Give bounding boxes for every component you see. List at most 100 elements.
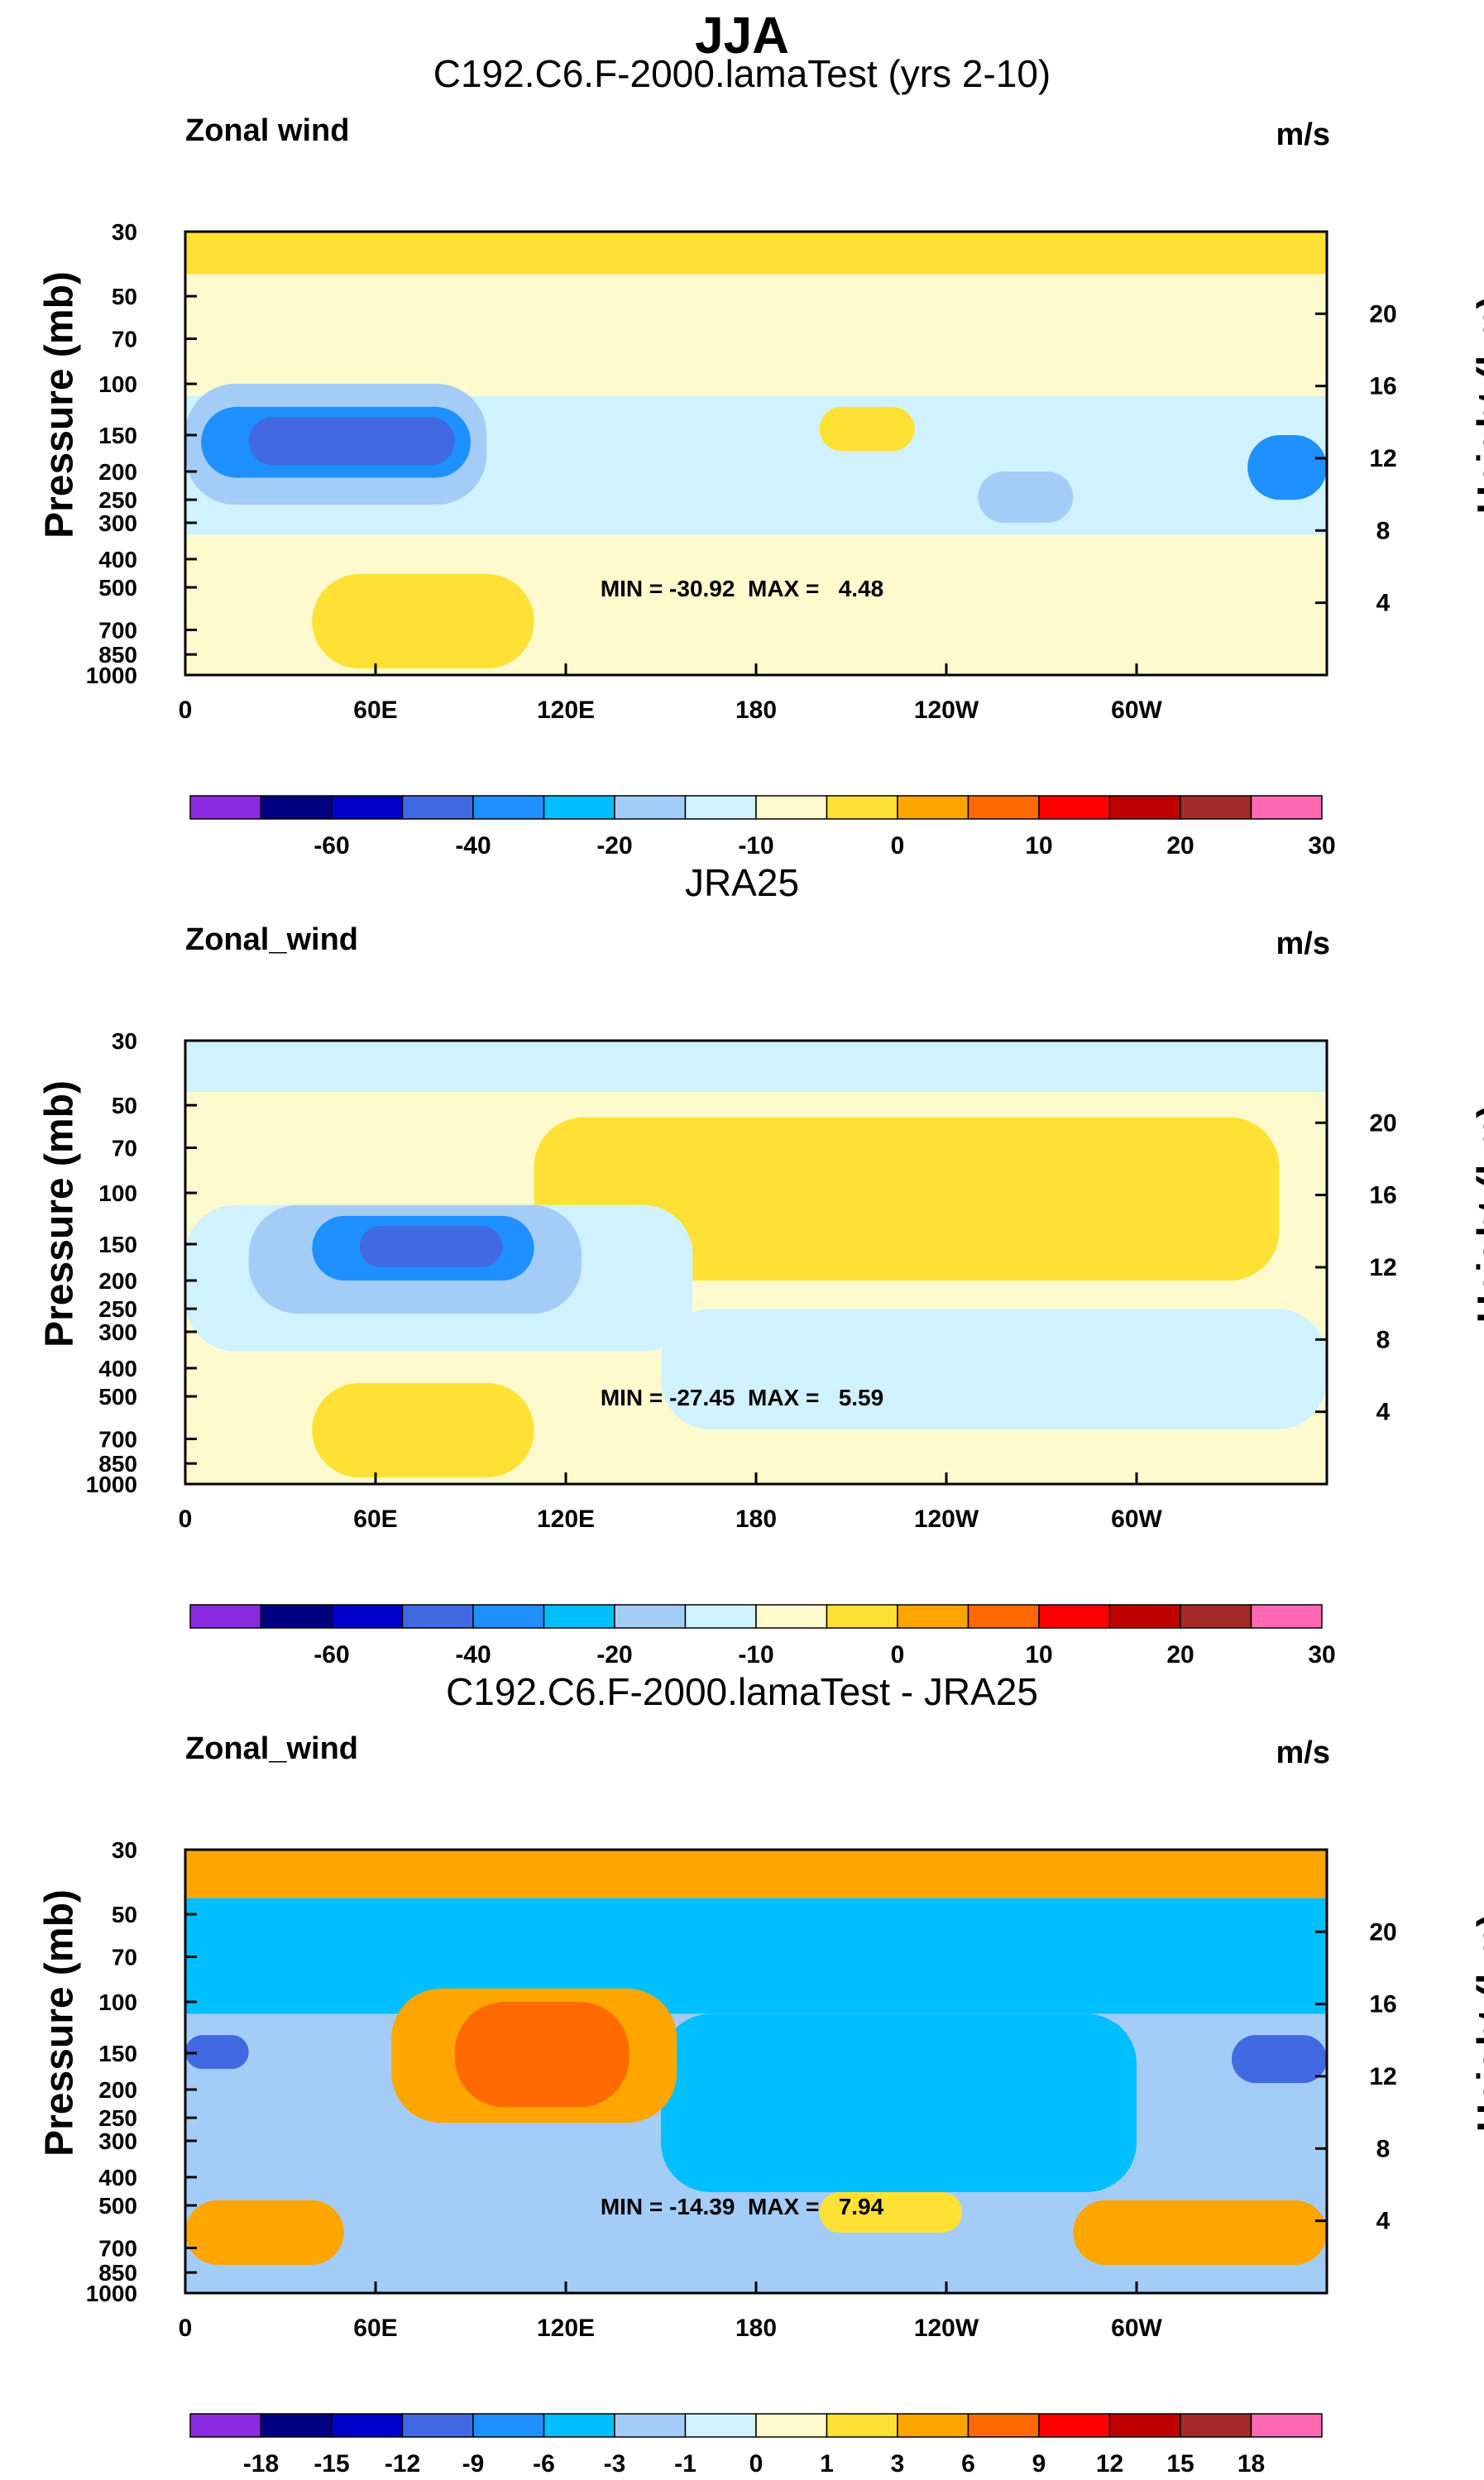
min-max-text: MIN = -30.92 MAX = 4.48 [0, 576, 1484, 602]
colorbar-box [686, 796, 757, 819]
y-tick-label: 100 [98, 371, 137, 397]
y-tick-label: 300 [98, 510, 137, 536]
y-tick-label: 50 [112, 1902, 137, 1927]
colorbar-label: -40 [455, 832, 491, 859]
colorbar-box [827, 2414, 898, 2437]
colorbar-label: -15 [314, 2450, 349, 2478]
colorbar-box [686, 2414, 757, 2437]
y-axis-title-pressure: Pressure (mb) [37, 240, 83, 571]
x-tick-label: 120W [914, 2315, 979, 2342]
contour-region [185, 274, 1327, 395]
y-tick-label: 250 [98, 487, 137, 513]
y-tick-label: 400 [98, 547, 137, 572]
y-tick-label: 30 [112, 219, 137, 245]
y-tick-label: 200 [98, 459, 137, 485]
contour-region [249, 417, 455, 465]
panel-difference: C192.C6.F-2000.lamaTest - JRA25 Zonal_wi… [0, 1669, 1484, 2480]
contour-region [360, 1226, 503, 1267]
x-tick-label: 180 [735, 2315, 777, 2342]
colorbar-box [261, 2414, 333, 2437]
min-max-text: MIN = -14.39 MAX = 7.94 [0, 2194, 1484, 2220]
y-tick-label: 150 [98, 1232, 137, 1257]
colorbar-box [544, 1605, 615, 1628]
colorbar-label: 10 [1025, 832, 1052, 859]
colorbar-box [827, 1605, 898, 1628]
colorbar-box [190, 2414, 261, 2437]
colorbar-label: 30 [1308, 832, 1335, 859]
colorbar-box [756, 1605, 827, 1628]
x-tick-label: 60W [1111, 1506, 1162, 1533]
colorbar-label: -20 [596, 1641, 632, 1668]
colorbar-box [969, 796, 1040, 819]
contour-region [185, 1850, 1327, 1898]
colorbar-label: 18 [1237, 2450, 1265, 2478]
colorbar-box [969, 2414, 1040, 2437]
colorbar-box [615, 796, 686, 819]
colorbar-box [403, 796, 474, 819]
x-tick-label: 180 [735, 1506, 777, 1533]
height-tick-label: 12 [1369, 445, 1396, 472]
y-tick-label: 700 [98, 617, 137, 643]
colorbar-box [1180, 796, 1252, 819]
y-axis-title-height: Height (km) [1470, 240, 1484, 571]
colorbar-label: 1 [820, 2450, 834, 2478]
colorbar-box [261, 1605, 333, 1628]
y-tick-label: 70 [112, 1945, 137, 1970]
colorbar-label: 0 [891, 832, 905, 859]
x-tick-label: 0 [179, 2315, 193, 2342]
y-axis-title-pressure: Pressure (mb) [37, 1049, 83, 1380]
colorbar-label: 10 [1025, 1641, 1052, 1668]
colorbar-box [473, 796, 544, 819]
y-axis-title-height: Height (km) [1470, 1858, 1484, 2189]
y-tick-label: 250 [98, 2105, 137, 2131]
y-tick-label: 50 [112, 284, 137, 309]
colorbar-label: 30 [1308, 1641, 1335, 1668]
y-tick-label: 200 [98, 2077, 137, 2103]
y-tick-label: 700 [98, 1426, 137, 1452]
height-tick-label: 8 [1376, 517, 1391, 544]
x-tick-label: 60W [1111, 697, 1162, 724]
colorbar-box [1110, 2414, 1181, 2437]
x-tick-label: 120W [914, 1506, 979, 1533]
x-tick-label: 0 [179, 697, 193, 724]
y-tick-label: 200 [98, 1268, 137, 1294]
y-tick-label: 100 [98, 1989, 137, 2015]
colorbar-box [898, 796, 969, 819]
y-tick-label: 1000 [86, 1472, 137, 1497]
y-tick-label: 150 [98, 423, 137, 448]
y-tick-label: 50 [112, 1093, 137, 1118]
x-tick-label: 120W [914, 697, 979, 724]
colorbar-box [686, 1605, 757, 1628]
colorbar-label: 3 [891, 2450, 905, 2478]
colorbar-label: -10 [738, 832, 773, 859]
colorbar-box [1180, 1605, 1252, 1628]
y-tick-label: 400 [98, 2165, 137, 2190]
height-tick-label: 16 [1369, 1182, 1396, 1209]
colorbar-box [1039, 796, 1110, 819]
height-tick-label: 8 [1376, 2135, 1391, 2162]
colorbar-box [827, 796, 898, 819]
contour-region [661, 1309, 1327, 1429]
height-tick-label: 16 [1369, 1991, 1396, 2018]
colorbar-label: 0 [891, 1641, 905, 1668]
colorbar-label: 20 [1166, 1641, 1194, 1668]
colorbar-box [1252, 1605, 1323, 1628]
colorbar-box [1180, 2414, 1252, 2437]
contour-region [455, 2002, 630, 2107]
colorbar-label: -10 [738, 1641, 773, 1668]
colorbar-box [1110, 796, 1181, 819]
colorbar-label: -9 [462, 2450, 485, 2478]
colorbar-box [756, 796, 827, 819]
contour-region [185, 232, 1327, 274]
y-tick-label: 400 [98, 1356, 137, 1381]
min-max-text: MIN = -27.45 MAX = 5.59 [0, 1385, 1484, 1411]
y-tick-label: 1000 [86, 2281, 137, 2306]
x-tick-label: 60W [1111, 2315, 1162, 2342]
colorbar-box [403, 2414, 474, 2437]
y-tick-label: 1000 [86, 663, 137, 688]
colorbar-box [1110, 1605, 1181, 1628]
contour-region [185, 1898, 1327, 2014]
